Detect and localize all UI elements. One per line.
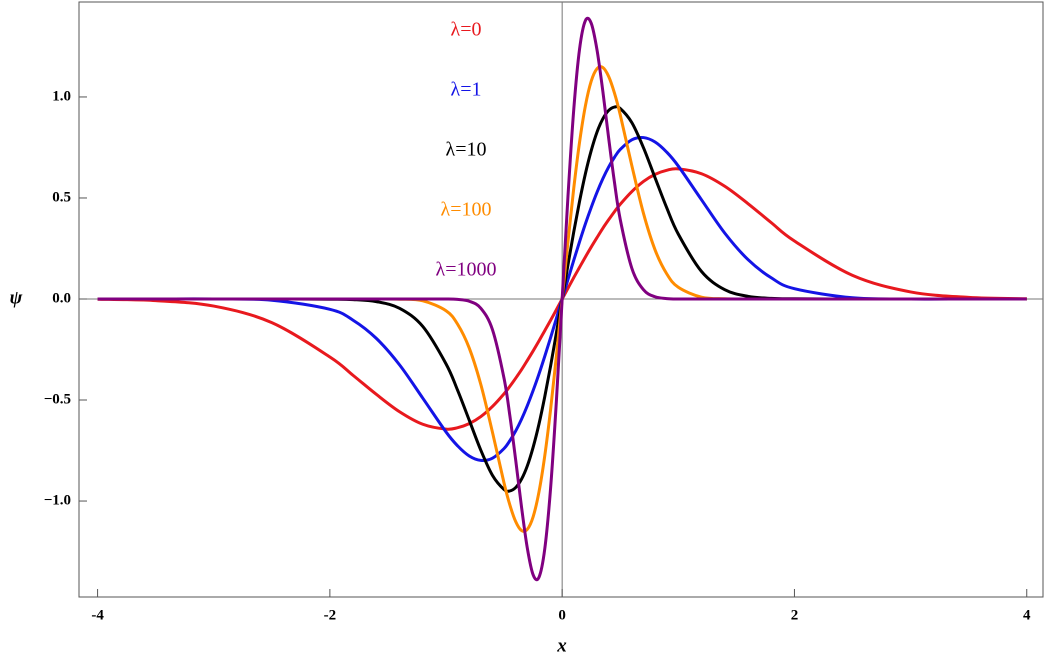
x-tick-label: 0 bbox=[558, 607, 566, 623]
legend-label: λ=100 bbox=[441, 199, 492, 221]
x-axis-label: x bbox=[556, 635, 567, 656]
x-tick-label: -4 bbox=[91, 607, 104, 623]
series-line bbox=[97, 16, 1027, 582]
x-tick-label: -2 bbox=[324, 607, 337, 623]
legend-label: λ=10 bbox=[446, 139, 487, 161]
y-tick-label: 0.5 bbox=[52, 189, 71, 205]
legend-label: λ=1000 bbox=[436, 259, 497, 281]
y-tick-label: 1.0 bbox=[52, 88, 71, 104]
legend-label: λ=0 bbox=[451, 19, 482, 41]
y-tick-label: 0.0 bbox=[52, 290, 71, 306]
legend-label: λ=1 bbox=[451, 79, 482, 101]
y-tick-label: −1.0 bbox=[44, 492, 71, 508]
x-tick-label: 2 bbox=[791, 607, 799, 623]
x-tick-label: 4 bbox=[1023, 607, 1031, 623]
y-tick-label: −0.5 bbox=[44, 391, 71, 407]
y-axis-label: ψ bbox=[10, 287, 23, 308]
plot-frame bbox=[78, 1, 1044, 598]
